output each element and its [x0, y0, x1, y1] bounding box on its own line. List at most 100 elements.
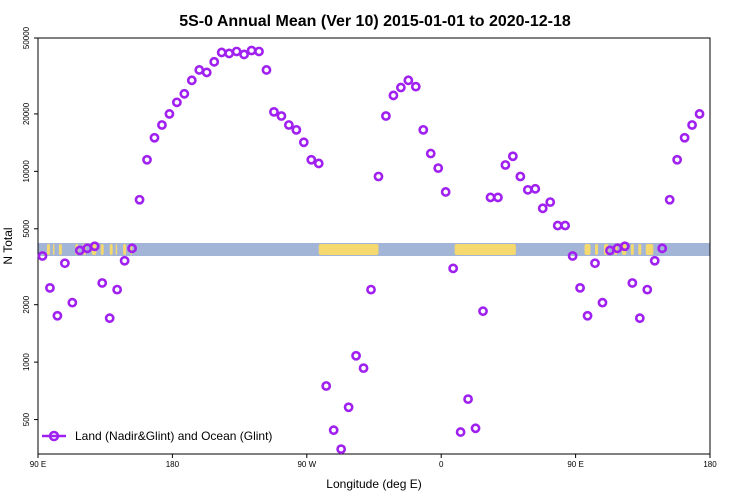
data-point — [224, 48, 235, 59]
data-point — [179, 88, 190, 99]
land-patch — [46, 244, 50, 255]
land-patch — [454, 244, 516, 255]
y-axis: 500 1000 2000 5000 10000 20000 50000 — [22, 26, 38, 426]
x-tick-label: 90 E — [30, 460, 46, 469]
data-point — [448, 263, 459, 274]
data-point — [552, 220, 563, 231]
data-point — [142, 154, 152, 165]
data-point — [575, 282, 585, 293]
data-point — [657, 243, 668, 254]
data-point — [687, 120, 697, 130]
data-point — [306, 154, 317, 165]
data-point — [567, 251, 578, 261]
data-point — [291, 124, 302, 135]
data-point — [679, 132, 690, 143]
data-point — [351, 350, 361, 361]
data-point — [157, 120, 167, 130]
data-point — [52, 310, 63, 321]
land-patch — [645, 244, 654, 255]
data-point — [67, 297, 78, 308]
data-point — [664, 194, 675, 205]
data-point — [37, 251, 48, 261]
data-point — [522, 184, 533, 195]
data-point — [470, 423, 481, 434]
land-patch — [52, 244, 55, 255]
y-tick-label: 500 — [22, 412, 31, 426]
data-point — [149, 132, 160, 143]
land-patch — [123, 244, 127, 255]
data-point — [649, 255, 660, 266]
data-point — [642, 284, 653, 295]
data-point — [298, 137, 309, 148]
data-point — [104, 313, 115, 324]
data-point — [455, 427, 466, 437]
data-point — [619, 241, 630, 252]
y-tick-label: 5000 — [22, 219, 31, 237]
plot-frame — [37, 37, 711, 455]
data-point — [261, 65, 272, 75]
y-tick-label: 10000 — [22, 160, 31, 183]
chart-title: 5S-0 Annual Mean (Ver 10) 2015-01-01 to … — [179, 13, 571, 30]
data-point — [530, 183, 541, 194]
data-point — [634, 313, 645, 324]
data-point — [433, 163, 444, 174]
y-tick-label: 1000 — [22, 353, 31, 371]
data-points — [37, 45, 705, 455]
data-point — [410, 81, 421, 92]
x-tick-label: 180 — [166, 460, 180, 469]
data-point — [627, 278, 638, 288]
land-patch — [318, 244, 379, 255]
y-axis-label: N Total — [1, 227, 15, 264]
data-point — [694, 109, 705, 119]
data-point — [395, 82, 406, 93]
legend-label: Land (Nadir&Glint) and Ocean (Glint) — [75, 429, 272, 443]
data-point — [388, 90, 399, 101]
land-patch — [115, 244, 118, 255]
x-tick-label: 0 — [439, 460, 444, 469]
data-point — [343, 402, 354, 413]
data-point — [590, 258, 600, 269]
data-point — [231, 46, 242, 57]
legend-marker — [48, 430, 60, 442]
data-point — [328, 425, 339, 436]
y-tick-label: 50000 — [22, 26, 31, 49]
y-tick-label: 20000 — [22, 102, 31, 125]
x-tick-label: 180 — [703, 460, 717, 469]
data-point — [358, 363, 369, 374]
data-point — [537, 203, 548, 214]
data-point — [89, 241, 100, 252]
data-point — [246, 45, 257, 56]
data-point — [59, 258, 70, 269]
y-tick-label: 2000 — [22, 295, 31, 313]
data-point — [418, 124, 429, 135]
data-point — [500, 160, 511, 170]
data-point — [283, 120, 294, 130]
data-point — [239, 49, 249, 60]
data-point — [493, 192, 503, 203]
land-patch — [595, 244, 598, 255]
data-point — [672, 154, 683, 165]
data-point — [463, 394, 473, 405]
data-point — [269, 106, 279, 117]
data-point — [485, 192, 496, 203]
x-axis: 90 E 180 90 W 0 90 E 180 — [30, 454, 717, 469]
land-patch — [100, 244, 104, 255]
data-point — [321, 381, 332, 391]
land-patch — [630, 244, 634, 255]
land-patch — [638, 244, 642, 255]
data-point — [425, 148, 436, 159]
land-patch — [109, 244, 113, 255]
data-point — [507, 151, 518, 162]
data-point — [171, 97, 182, 108]
land-patch — [58, 244, 62, 255]
data-point — [119, 255, 130, 266]
legend: Land (Nadir&Glint) and Ocean (Glint) — [42, 429, 272, 443]
data-point — [134, 194, 145, 205]
data-point — [97, 278, 108, 288]
data-point — [478, 306, 488, 317]
data-point — [276, 111, 287, 121]
x-axis-label: Longitude (deg E) — [326, 477, 421, 491]
data-point — [373, 171, 384, 182]
data-point — [164, 109, 175, 119]
